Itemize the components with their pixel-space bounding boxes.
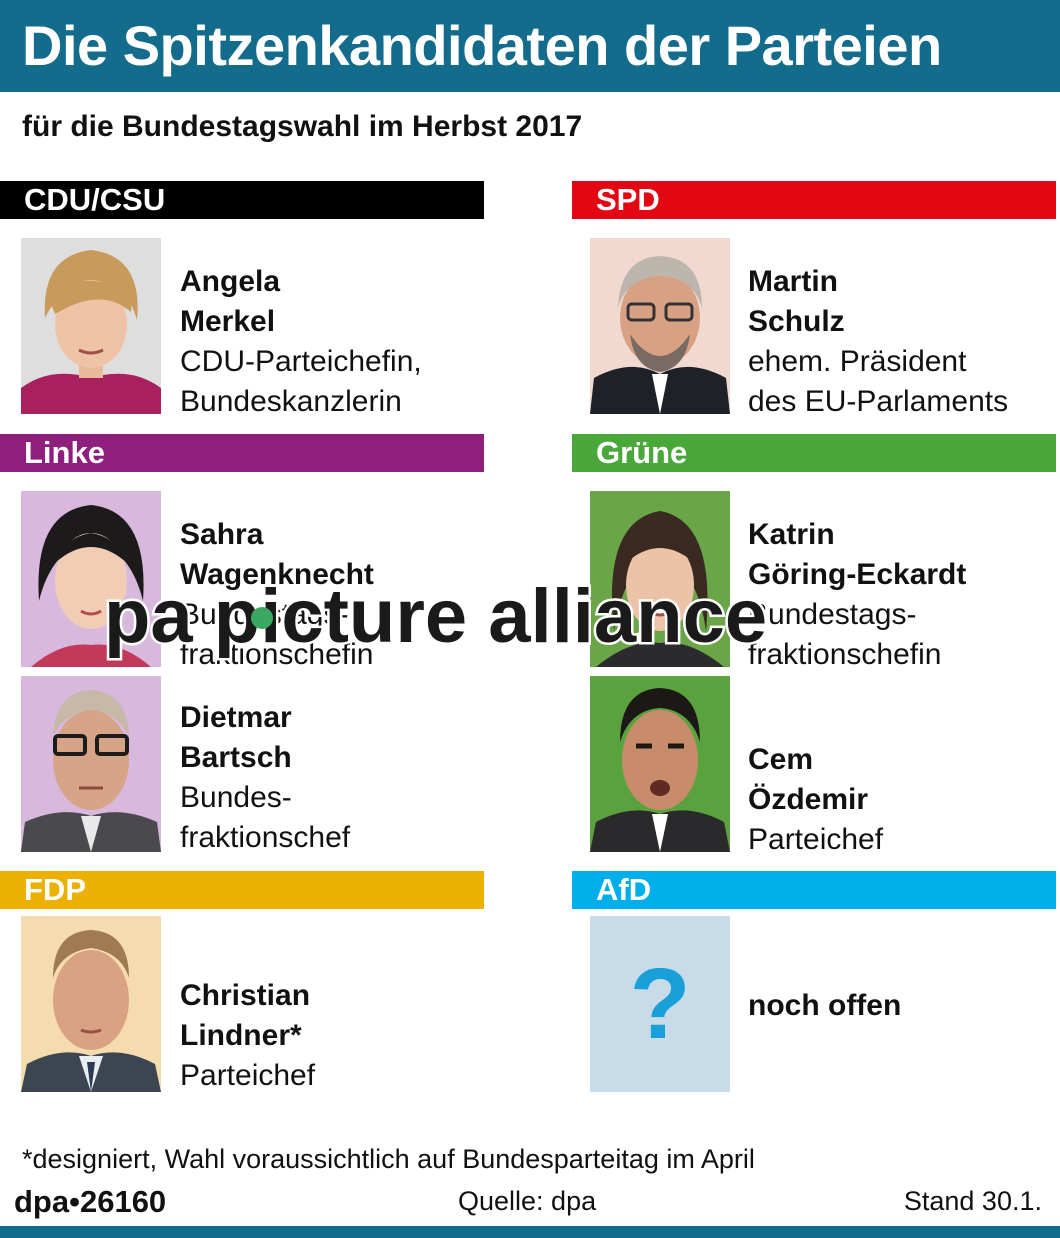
candidate-role: Parteichef xyxy=(748,823,884,856)
candidate-oezdemir: Cem Özdemir Parteichef xyxy=(748,740,883,860)
candidate-first-name: Cem xyxy=(748,743,814,776)
lindner-portrait xyxy=(21,916,161,1092)
wagenknecht-portrait xyxy=(21,491,161,667)
candidate-role: Bundestags- xyxy=(748,598,917,631)
party-bar-fdp: FDP xyxy=(0,871,484,909)
candidate-last-name: Lindner* xyxy=(180,1019,302,1052)
candidate-open-text: noch offen xyxy=(748,989,902,1022)
party-bar-cdu: CDU/CSU xyxy=(0,181,484,219)
goering-eckardt-portrait xyxy=(590,491,730,667)
header-banner: Die Spitzenkandidaten der Parteien xyxy=(0,0,1060,92)
candidate-afd: noch offen xyxy=(748,986,901,1026)
candidate-role: Bundeskanzlerin xyxy=(180,385,402,418)
date-label: Stand 30.1. xyxy=(903,1186,1042,1216)
candidate-role: Bundes- xyxy=(180,781,292,814)
merkel-portrait xyxy=(21,238,161,414)
candidate-merkel: Angela Merkel CDU-Parteichefin, Bundeska… xyxy=(180,262,422,422)
source-label: Quelle: dpa xyxy=(458,1186,597,1216)
candidate-first-name: Martin xyxy=(748,265,838,298)
candidate-first-name: Angela xyxy=(180,265,281,298)
dpa-graphic-id: dpa•26160 xyxy=(14,1184,167,1219)
party-bar-linke: Linke xyxy=(0,434,484,472)
candidate-bartsch: Dietmar Bartsch Bundes- fraktionschef xyxy=(180,698,350,858)
bartsch-portrait xyxy=(21,676,161,852)
candidate-last-name: Merkel xyxy=(180,305,276,338)
candidate-role: ehem. Präsident xyxy=(748,345,967,378)
candidate-role: fraktionschef xyxy=(180,821,351,854)
candidate-role: des EU-Parlaments xyxy=(748,385,1009,418)
page-title: Die Spitzenkandidaten der Parteien xyxy=(22,14,942,77)
candidate-role: fraktionschefin xyxy=(748,638,942,671)
oezdemir-portrait xyxy=(590,676,730,852)
candidate-first-name: Sahra xyxy=(180,518,264,551)
candidate-first-name: Christian xyxy=(180,979,311,1012)
party-bar-afd: AfD xyxy=(572,871,1056,909)
candidate-last-name: Schulz xyxy=(748,305,845,338)
footnote: *designiert, Wahl voraussichtlich auf Bu… xyxy=(22,1144,755,1174)
party-bar-gruene: Grüne xyxy=(572,434,1056,472)
candidate-last-name: Göring-Eckardt xyxy=(748,558,967,591)
candidate-last-name: Özdemir xyxy=(748,783,869,816)
candidate-wagenknecht: Sahra Wagenknecht Bundestags- fraktionsc… xyxy=(180,515,374,675)
afd-placeholder: ? xyxy=(590,916,730,1092)
question-mark-icon: ? xyxy=(629,947,691,1060)
candidate-role: CDU-Parteichefin, xyxy=(180,345,422,378)
candidate-first-name: Katrin xyxy=(748,518,835,551)
candidate-last-name: Bartsch xyxy=(180,741,292,774)
candidate-lindner: Christian Lindner* Parteichef xyxy=(180,976,315,1096)
page-subtitle: für die Bundestagswahl im Herbst 2017 xyxy=(22,110,583,143)
party-bar-spd: SPD xyxy=(572,181,1056,219)
candidate-role: Parteichef xyxy=(180,1059,316,1092)
schulz-portrait xyxy=(590,238,730,414)
candidate-first-name: Dietmar xyxy=(180,701,292,734)
candidate-schulz: Martin Schulz ehem. Präsident des EU-Par… xyxy=(748,262,1008,422)
candidate-last-name: Wagenknecht xyxy=(180,558,374,591)
candidate-goering-eckardt: Katrin Göring-Eckardt Bundestags- frakti… xyxy=(748,515,966,675)
candidate-role: Bundestags- xyxy=(180,598,349,631)
candidate-role: fraktionschefin xyxy=(180,638,374,671)
bottom-rule xyxy=(0,1226,1060,1238)
